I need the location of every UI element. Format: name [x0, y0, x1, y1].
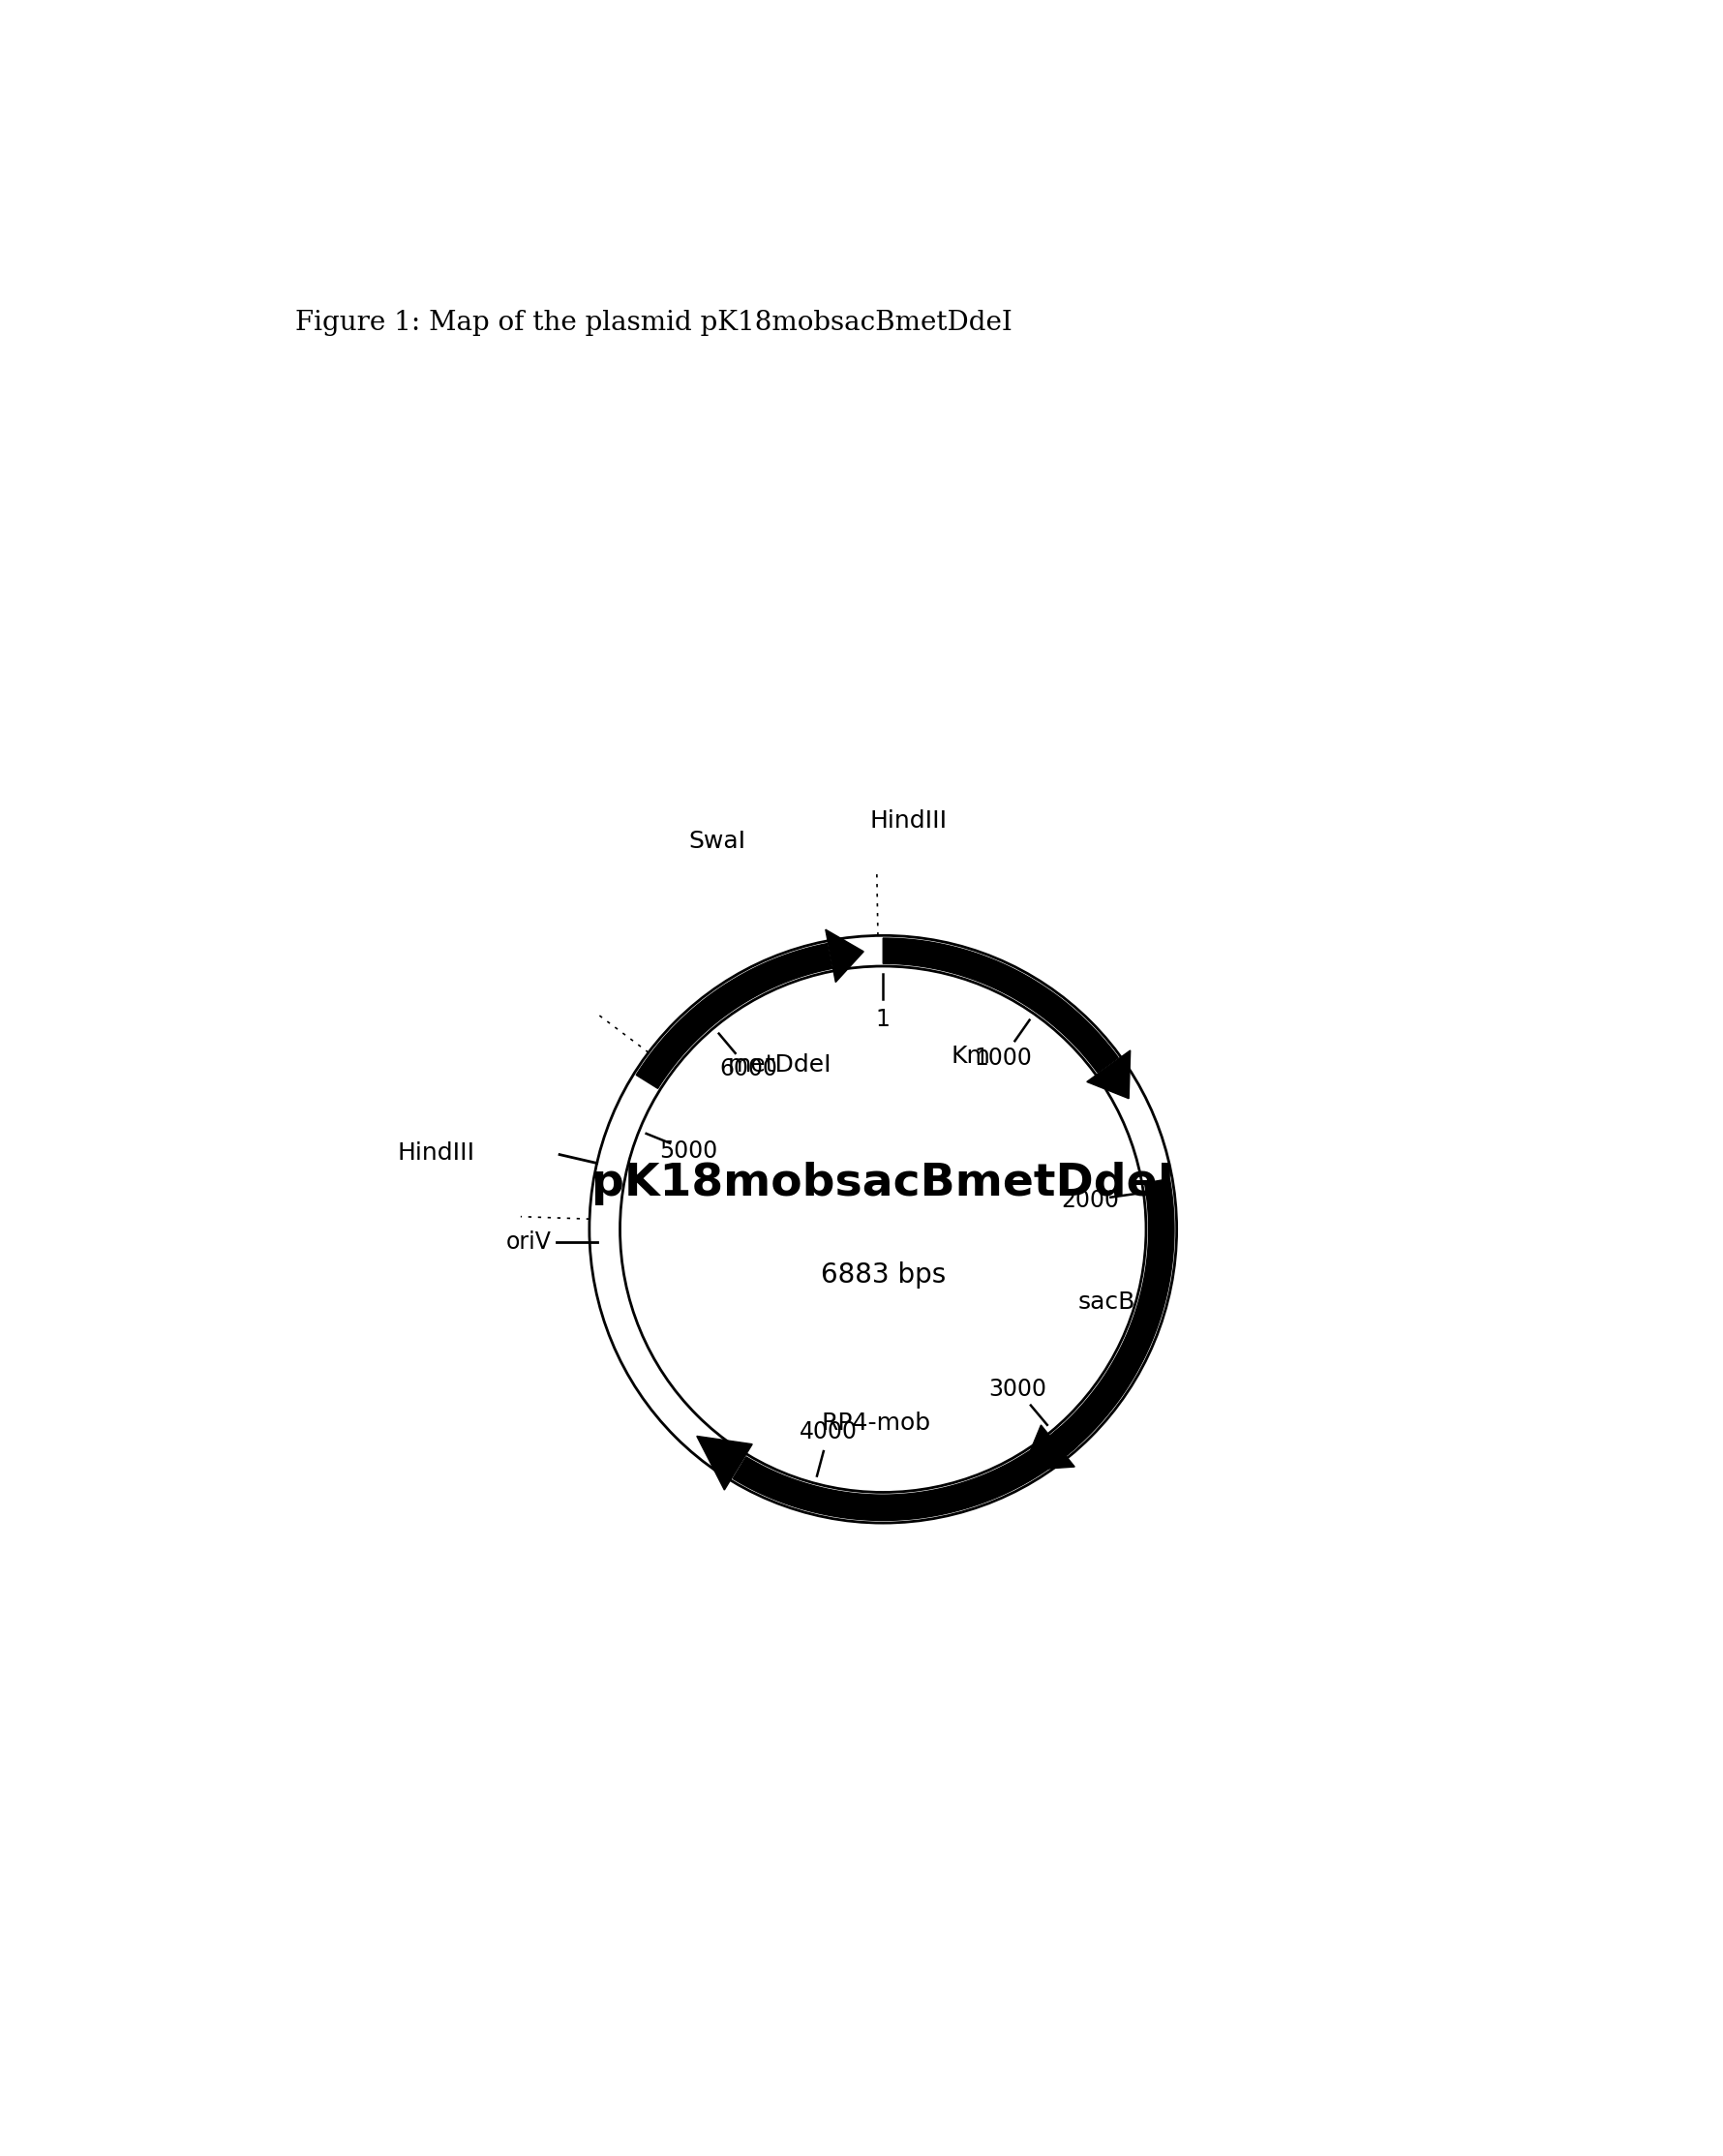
Text: RP4-mob: RP4-mob — [822, 1412, 930, 1436]
Polygon shape — [825, 929, 863, 983]
Text: 5000: 5000 — [660, 1138, 718, 1162]
Polygon shape — [636, 944, 832, 1089]
Text: 6000: 6000 — [720, 1056, 777, 1080]
Polygon shape — [732, 1427, 1079, 1520]
Polygon shape — [1087, 1050, 1130, 1100]
Text: sacB: sacB — [1079, 1289, 1135, 1313]
Text: 6883 bps: 6883 bps — [820, 1261, 946, 1289]
Polygon shape — [1022, 1425, 1075, 1470]
Polygon shape — [696, 1436, 753, 1490]
Text: SwaI: SwaI — [689, 830, 746, 852]
Text: 3000: 3000 — [989, 1378, 1046, 1401]
Text: 1: 1 — [875, 1009, 891, 1031]
Text: metDdeI: metDdeI — [729, 1052, 832, 1076]
Text: 1000: 1000 — [973, 1046, 1032, 1069]
Text: pK18mobsacBmetDdeI: pK18mobsacBmetDdeI — [591, 1162, 1175, 1205]
Text: Km: Km — [951, 1046, 991, 1067]
Polygon shape — [1051, 1179, 1173, 1455]
Text: Figure 1: Map of the plasmid pK18mobsacBmetDdeI: Figure 1: Map of the plasmid pK18mobsacB… — [296, 310, 1013, 336]
Text: oriV: oriV — [505, 1231, 551, 1253]
Text: 2000: 2000 — [1061, 1188, 1120, 1212]
Polygon shape — [884, 938, 1118, 1074]
Text: HindIII: HindIII — [398, 1141, 476, 1164]
Text: 4000: 4000 — [799, 1421, 858, 1442]
Text: HindIII: HindIII — [870, 808, 948, 832]
